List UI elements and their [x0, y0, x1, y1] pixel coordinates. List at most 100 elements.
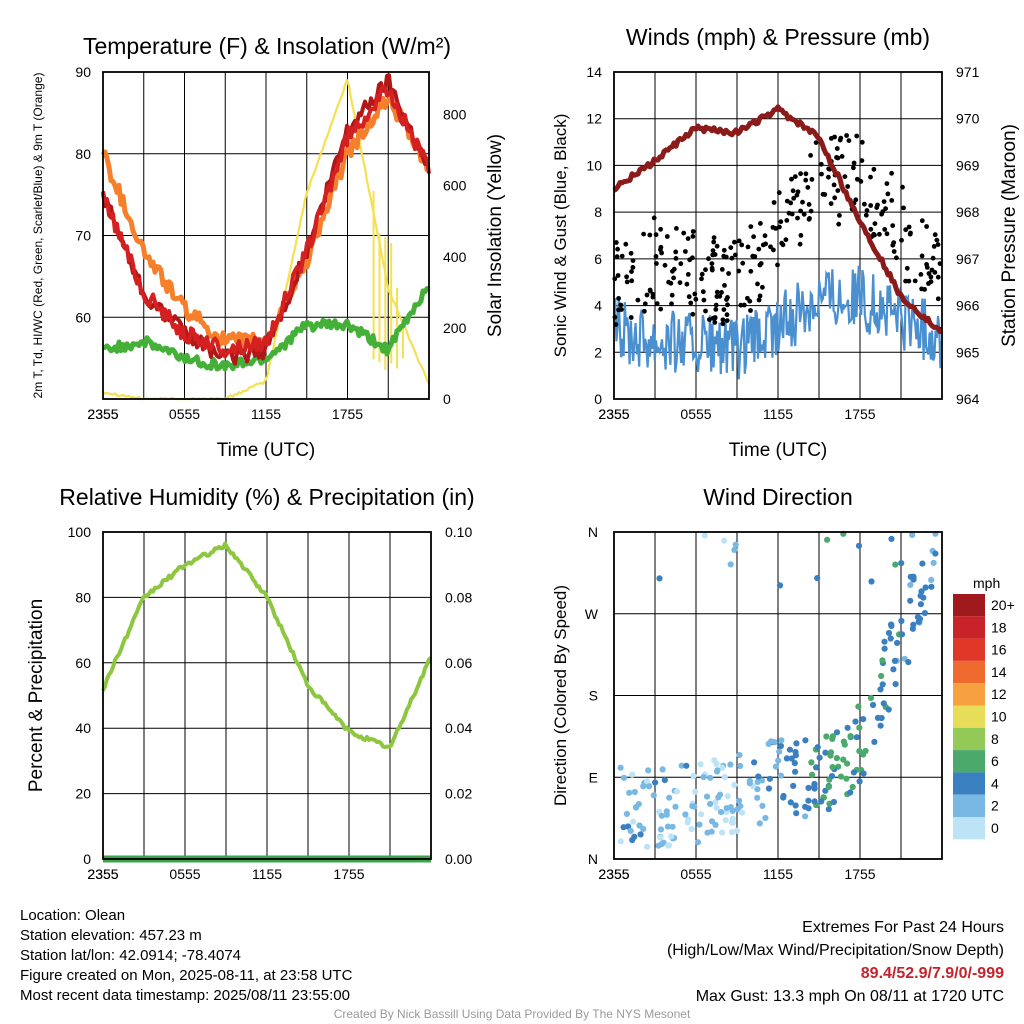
direction-point — [777, 772, 785, 779]
direction-point — [805, 784, 812, 792]
direction-point — [629, 771, 636, 778]
gust-point — [775, 262, 780, 268]
gust-point — [809, 177, 815, 182]
direction-point — [661, 777, 668, 784]
direction-point — [754, 794, 761, 801]
gust-point — [851, 165, 856, 171]
gust-point — [710, 248, 716, 254]
x-tick-label: 2355 — [87, 866, 118, 882]
direction-point — [759, 802, 766, 810]
gust-point — [725, 295, 730, 300]
gust-point — [868, 174, 873, 180]
direction-point — [714, 767, 721, 774]
direction-point — [877, 722, 884, 729]
direction-point — [719, 764, 726, 771]
direction-point — [683, 762, 690, 769]
gust-point — [701, 297, 707, 303]
gust-point — [883, 206, 888, 212]
direction-point — [772, 763, 780, 770]
gust-point — [678, 261, 684, 267]
direction-point — [736, 752, 743, 759]
direction-point — [909, 625, 917, 632]
gust-point — [926, 271, 932, 276]
direction-point — [898, 560, 905, 567]
gust-point — [868, 203, 874, 208]
direction-point — [668, 833, 675, 840]
direction-point — [816, 754, 823, 761]
gust-point — [658, 306, 664, 312]
gust-point — [629, 278, 635, 284]
direction-point — [754, 786, 761, 793]
x-tick-label: 2355 — [598, 406, 629, 422]
gust-point — [835, 155, 841, 161]
gust-point — [707, 317, 712, 322]
direction-point — [658, 812, 665, 819]
y-tick-label: 4 — [594, 298, 602, 314]
gust-point — [624, 279, 630, 285]
gust-point — [790, 188, 796, 194]
gust-point — [641, 231, 646, 237]
gust-point — [613, 240, 619, 245]
direction-point — [771, 739, 778, 746]
direction-point — [888, 621, 895, 628]
gust-point — [891, 249, 897, 254]
direction-point — [694, 839, 702, 846]
gust-point — [800, 199, 805, 205]
gust-point — [653, 254, 659, 259]
gust-point — [724, 318, 730, 323]
direction-point — [885, 629, 893, 637]
extremes-values: 89.4/52.9/7.9/0/-999 — [860, 965, 1004, 982]
x-tick-label: 1155 — [251, 406, 281, 422]
gust-point — [864, 208, 870, 213]
y2-tick-label: 800 — [443, 107, 467, 123]
direction-point — [818, 798, 825, 805]
direction-point — [689, 803, 696, 810]
y2-tick-label: 400 — [443, 249, 467, 265]
direction-point — [898, 617, 905, 625]
direction-point — [727, 561, 734, 568]
y-tick-label: 60 — [75, 309, 91, 325]
gust-point — [756, 246, 762, 252]
gust-point — [748, 308, 753, 313]
gust-point — [755, 281, 760, 287]
direction-point — [655, 842, 662, 849]
direction-point — [892, 681, 899, 688]
x-tick-label: 2355 — [87, 406, 118, 422]
direction-point — [853, 734, 860, 741]
direction-point — [637, 831, 644, 838]
y2-tick-label: 200 — [443, 320, 467, 336]
direction-point — [914, 614, 922, 621]
gust-point — [835, 188, 841, 194]
direction-point — [755, 773, 762, 780]
direction-point — [660, 839, 667, 846]
y-tick-label: 0 — [83, 851, 91, 867]
direction-point — [879, 657, 886, 664]
gust-point — [647, 288, 653, 294]
gust-point — [808, 208, 814, 214]
gust-point — [792, 174, 798, 180]
gust-point — [722, 283, 727, 288]
y2-tick-label: 0.00 — [445, 851, 472, 867]
gust-point — [677, 280, 683, 285]
credit-line: Created By Nick Bassill Using Data Provi… — [333, 1007, 691, 1021]
direction-point — [880, 700, 887, 707]
gust-point — [650, 291, 656, 297]
gust-point — [763, 241, 768, 247]
direction-point — [811, 798, 818, 805]
x-tick-label: 1755 — [844, 866, 875, 882]
direction-point — [685, 816, 692, 823]
gust-point — [729, 255, 735, 261]
direction-point — [907, 581, 914, 589]
direction-point — [682, 811, 689, 818]
gust-point — [834, 146, 840, 151]
gust-point — [669, 301, 674, 307]
gust-point — [906, 278, 912, 284]
gust-point — [756, 297, 762, 303]
gust-point — [839, 154, 845, 159]
x-tick-label: 1755 — [332, 406, 363, 422]
gust-point — [890, 223, 896, 229]
gust-point — [647, 232, 653, 238]
direction-point — [787, 799, 794, 806]
y2-axis-label: Station Pressure (Maroon) — [999, 124, 1020, 347]
gust-point — [884, 231, 890, 237]
